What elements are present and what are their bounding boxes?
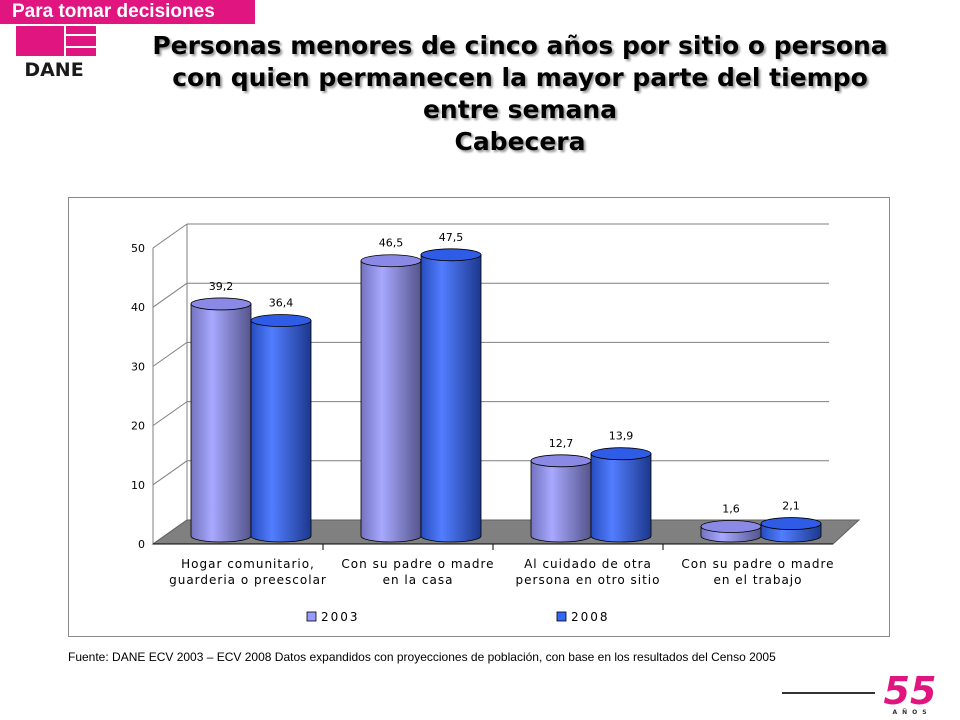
category-label: Con su padre o madre	[341, 557, 494, 571]
category-label: en el trabajo	[714, 573, 803, 587]
bar-2008-1	[250, 320, 312, 543]
bar-top-2008-2	[420, 248, 482, 262]
bar-2003-3	[530, 460, 592, 543]
bar-top-2008-3	[590, 447, 652, 461]
bar-top-2008-4	[760, 517, 822, 530]
data-label: 36,4	[269, 297, 294, 310]
data-label: 47,5	[439, 231, 464, 244]
bar-top-2003-4	[700, 520, 762, 533]
category-label: en la casa	[383, 573, 454, 587]
category-label: Hogar comunitario,	[181, 557, 315, 571]
legend-label: 2008	[571, 610, 610, 624]
chart-title: Personas menores de cinco años por sitio…	[95, 30, 945, 158]
bar-top-2003-2	[360, 254, 422, 268]
bar-2008-2	[420, 254, 482, 543]
gridline-side	[152, 223, 188, 249]
y-tick-label: 40	[131, 301, 145, 314]
brand-banner-text: Para tomar decisiones	[12, 1, 215, 22]
category-label: guarderia o preescolar	[169, 573, 327, 587]
source-note: Fuente: DANE ECV 2003 – ECV 2008 Datos e…	[68, 650, 776, 664]
title-line-4: Cabecera	[454, 127, 586, 156]
brand-banner: Para tomar decisiones	[0, 0, 255, 24]
y-tick-label: 30	[131, 360, 145, 373]
chart-frame: 0 10 20 30 40 50 39,2 36,4 Hogar comunitario, gua…	[68, 197, 890, 637]
bar-2008-3	[590, 453, 652, 543]
anniversary-text: AÑOS	[892, 709, 931, 716]
gridline-side	[152, 341, 188, 367]
y-tick-label: 20	[131, 420, 145, 433]
gridline-side	[152, 282, 188, 308]
data-label: 2,1	[782, 500, 800, 513]
legend-swatch-2008	[556, 611, 567, 622]
title-line-1: Personas menores de cinco años por sitio…	[152, 31, 888, 60]
bar-top-2003-1	[190, 297, 252, 311]
category-label: persona en otro sitio	[516, 573, 661, 587]
footer-divider	[782, 692, 875, 694]
data-label: 46,5	[379, 237, 404, 250]
y-tick-label: 0	[138, 538, 145, 551]
data-label: 12,7	[549, 437, 574, 450]
bar-chart: 0 10 20 30 40 50 39,2 36,4 Hogar comunitario, gua…	[131, 223, 861, 624]
dane-logo-text: DANE	[24, 59, 83, 81]
legend-label: 2003	[321, 610, 360, 624]
bar-top-2003-3	[530, 454, 592, 468]
y-tick-label: 50	[131, 242, 145, 255]
anniversary-number: 55	[884, 672, 937, 713]
legend-swatch-2003	[306, 611, 317, 622]
data-label: 13,9	[609, 430, 634, 443]
gridline-side	[152, 460, 188, 486]
category-label: Al cuidado de otra	[524, 557, 652, 571]
gridline-side	[152, 401, 188, 427]
bar-2003-2	[360, 260, 422, 543]
anniversary-logo: 55 AÑOS	[884, 672, 937, 716]
title-line-2: con quien permanecen la mayor parte del …	[172, 63, 868, 92]
bar-2003-1	[190, 303, 252, 543]
category-label: Con su padre o madre	[681, 557, 834, 571]
data-label: 39,2	[209, 280, 234, 293]
data-label: 1,6	[722, 503, 740, 516]
bar-top-2008-1	[250, 314, 312, 327]
dane-logo: DANE	[16, 26, 96, 81]
title-line-3: entre semana	[422, 95, 618, 124]
y-tick-label: 10	[131, 479, 145, 492]
